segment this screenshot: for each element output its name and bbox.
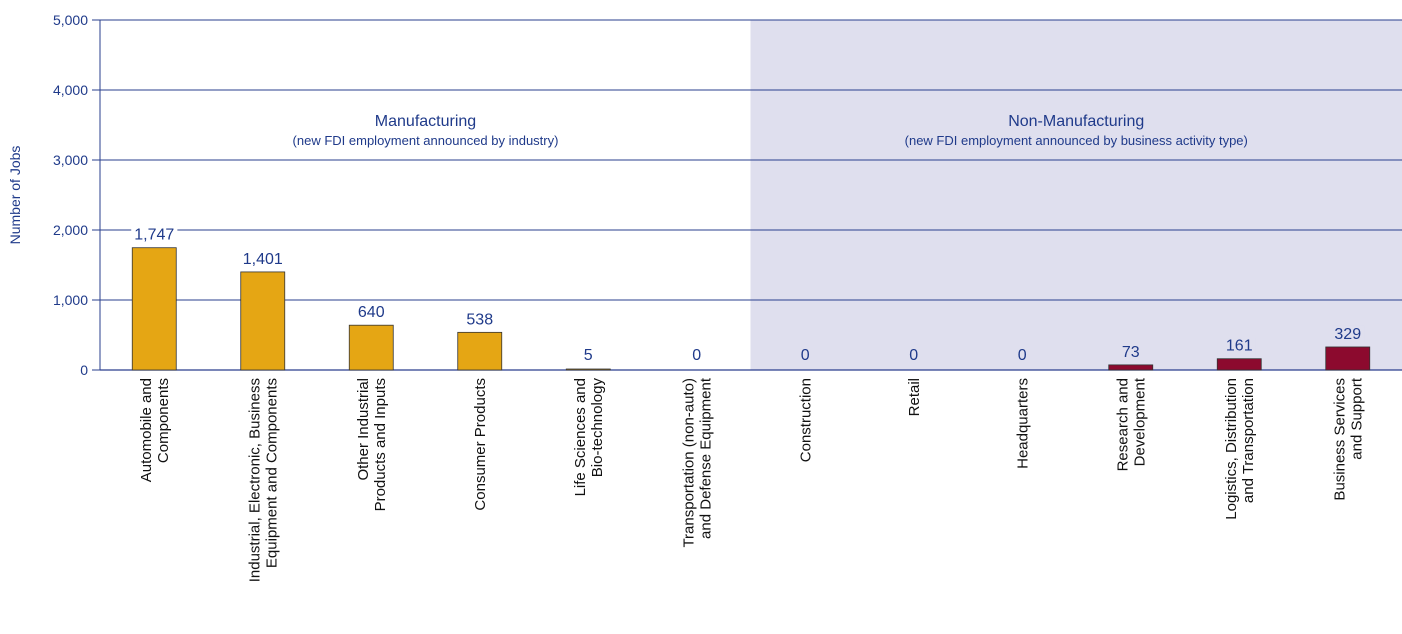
y-tick-label: 0 bbox=[80, 362, 88, 378]
x-tick-label-line: Products and Inputs bbox=[372, 378, 389, 511]
x-tick-label-line: and Transportation bbox=[1240, 378, 1257, 503]
x-tick-label: Logistics, Distributionand Transportatio… bbox=[1223, 378, 1257, 520]
y-tick-label: 5,000 bbox=[53, 12, 88, 28]
x-tick-label: Headquarters bbox=[1014, 378, 1031, 469]
x-tick-label-line: Headquarters bbox=[1014, 378, 1031, 469]
data-label-background bbox=[797, 347, 813, 364]
data-label-background bbox=[580, 347, 596, 364]
x-tick-label-line: Transportation (non-auto) bbox=[680, 378, 697, 548]
bar bbox=[240, 271, 286, 371]
y-axis-label: Number of Jobs bbox=[7, 146, 23, 245]
bar bbox=[1108, 364, 1154, 371]
data-label-background bbox=[463, 311, 497, 329]
x-tick-label: Life Sciences andBio-technology bbox=[572, 378, 606, 497]
bar bbox=[348, 324, 394, 371]
non-manufacturing-region bbox=[750, 20, 1402, 370]
data-label: 329 bbox=[1334, 326, 1361, 343]
x-tick-label-line: Logistics, Distribution bbox=[1223, 378, 1240, 520]
x-tick-label: Automobile andComponents bbox=[138, 378, 172, 482]
y-tick-label: 4,000 bbox=[53, 82, 88, 98]
bar bbox=[131, 247, 177, 371]
data-label: 640 bbox=[358, 304, 385, 321]
data-label: 538 bbox=[466, 311, 493, 328]
non-manufacturing-subtitle: (new FDI employment announced by busines… bbox=[905, 133, 1248, 148]
bar bbox=[1216, 358, 1262, 371]
x-tick-label: Other IndustrialProducts and Inputs bbox=[355, 378, 389, 511]
data-label-background bbox=[131, 226, 178, 244]
group-titles: Manufacturing (new FDI employment announ… bbox=[293, 113, 1248, 148]
non-manufacturing-title: Non-Manufacturing bbox=[1008, 113, 1144, 130]
x-tick-label-line: Research and bbox=[1114, 378, 1131, 471]
x-tick-label-line: Consumer Products bbox=[472, 378, 489, 511]
data-label: 0 bbox=[1018, 347, 1027, 364]
y-tick-labels: 0 1,000 2,000 3,000 4,000 5,000 bbox=[53, 12, 88, 378]
x-tick-label-line: Components bbox=[155, 378, 172, 463]
x-tick-label: Business Servicesand Support bbox=[1331, 377, 1365, 500]
data-label-background bbox=[1118, 343, 1143, 361]
manufacturing-title: Manufacturing bbox=[375, 113, 476, 130]
value-labels: 1,747 1,401 640 538 5 0 0 0 0 73 161 329 bbox=[131, 226, 1365, 364]
x-tick-labels: Automobile andComponents Industrial, Elec… bbox=[138, 377, 1366, 582]
x-tick-label-line: Automobile and bbox=[138, 378, 155, 482]
data-label: 0 bbox=[801, 347, 810, 364]
x-tick-label-line: and Defense Equipment bbox=[697, 377, 714, 539]
data-label-background bbox=[354, 304, 388, 322]
x-tick-label-line: Equipment and Components bbox=[263, 378, 280, 568]
x-tick-label: Industrial, Electronic, BusinessEquipmen… bbox=[246, 378, 280, 582]
x-tick-label-line: Bio-technology bbox=[589, 378, 606, 478]
data-label: 1,401 bbox=[243, 251, 283, 268]
data-label: 0 bbox=[692, 347, 701, 364]
bar bbox=[565, 368, 611, 371]
x-tick-label-line: Other Industrial bbox=[355, 378, 372, 481]
x-tick-label: Transportation (non-auto)and Defense Equ… bbox=[680, 377, 714, 547]
bar bbox=[1325, 346, 1371, 371]
data-label: 5 bbox=[584, 347, 593, 364]
bar bbox=[457, 331, 503, 371]
data-label-background bbox=[906, 347, 922, 364]
x-tick-label-line: Development bbox=[1131, 377, 1148, 466]
x-tick-label: Retail bbox=[906, 378, 923, 416]
data-label-background bbox=[239, 250, 286, 268]
bars bbox=[131, 247, 1371, 371]
data-label-background bbox=[689, 347, 705, 364]
non-manufacturing-shading bbox=[750, 20, 1402, 370]
x-tick-label-line: Industrial, Electronic, Business bbox=[246, 378, 263, 582]
data-label-background bbox=[1014, 347, 1030, 364]
y-tick-label: 1,000 bbox=[53, 292, 88, 308]
data-label: 1,747 bbox=[134, 227, 174, 244]
manufacturing-subtitle: (new FDI employment announced by industr… bbox=[293, 133, 559, 148]
x-tick-label-line: Life Sciences and bbox=[572, 378, 589, 496]
x-tick-label-line: and Support bbox=[1348, 377, 1365, 460]
x-tick-label: Research andDevelopment bbox=[1114, 377, 1148, 471]
gridlines bbox=[92, 19, 1402, 371]
data-label-background bbox=[1331, 325, 1365, 343]
x-tick-label: Consumer Products bbox=[472, 378, 489, 511]
x-tick-label-line: Construction bbox=[797, 378, 814, 462]
data-label: 73 bbox=[1122, 344, 1140, 361]
data-label-background bbox=[1222, 337, 1256, 355]
data-label: 0 bbox=[909, 347, 918, 364]
y-tick-label: 2,000 bbox=[53, 222, 88, 238]
y-tick-label: 3,000 bbox=[53, 152, 88, 168]
x-tick-label-line: Retail bbox=[906, 378, 923, 416]
data-label: 161 bbox=[1226, 338, 1253, 355]
x-tick-label: Construction bbox=[797, 378, 814, 462]
x-tick-label-line: Business Services bbox=[1331, 378, 1348, 501]
